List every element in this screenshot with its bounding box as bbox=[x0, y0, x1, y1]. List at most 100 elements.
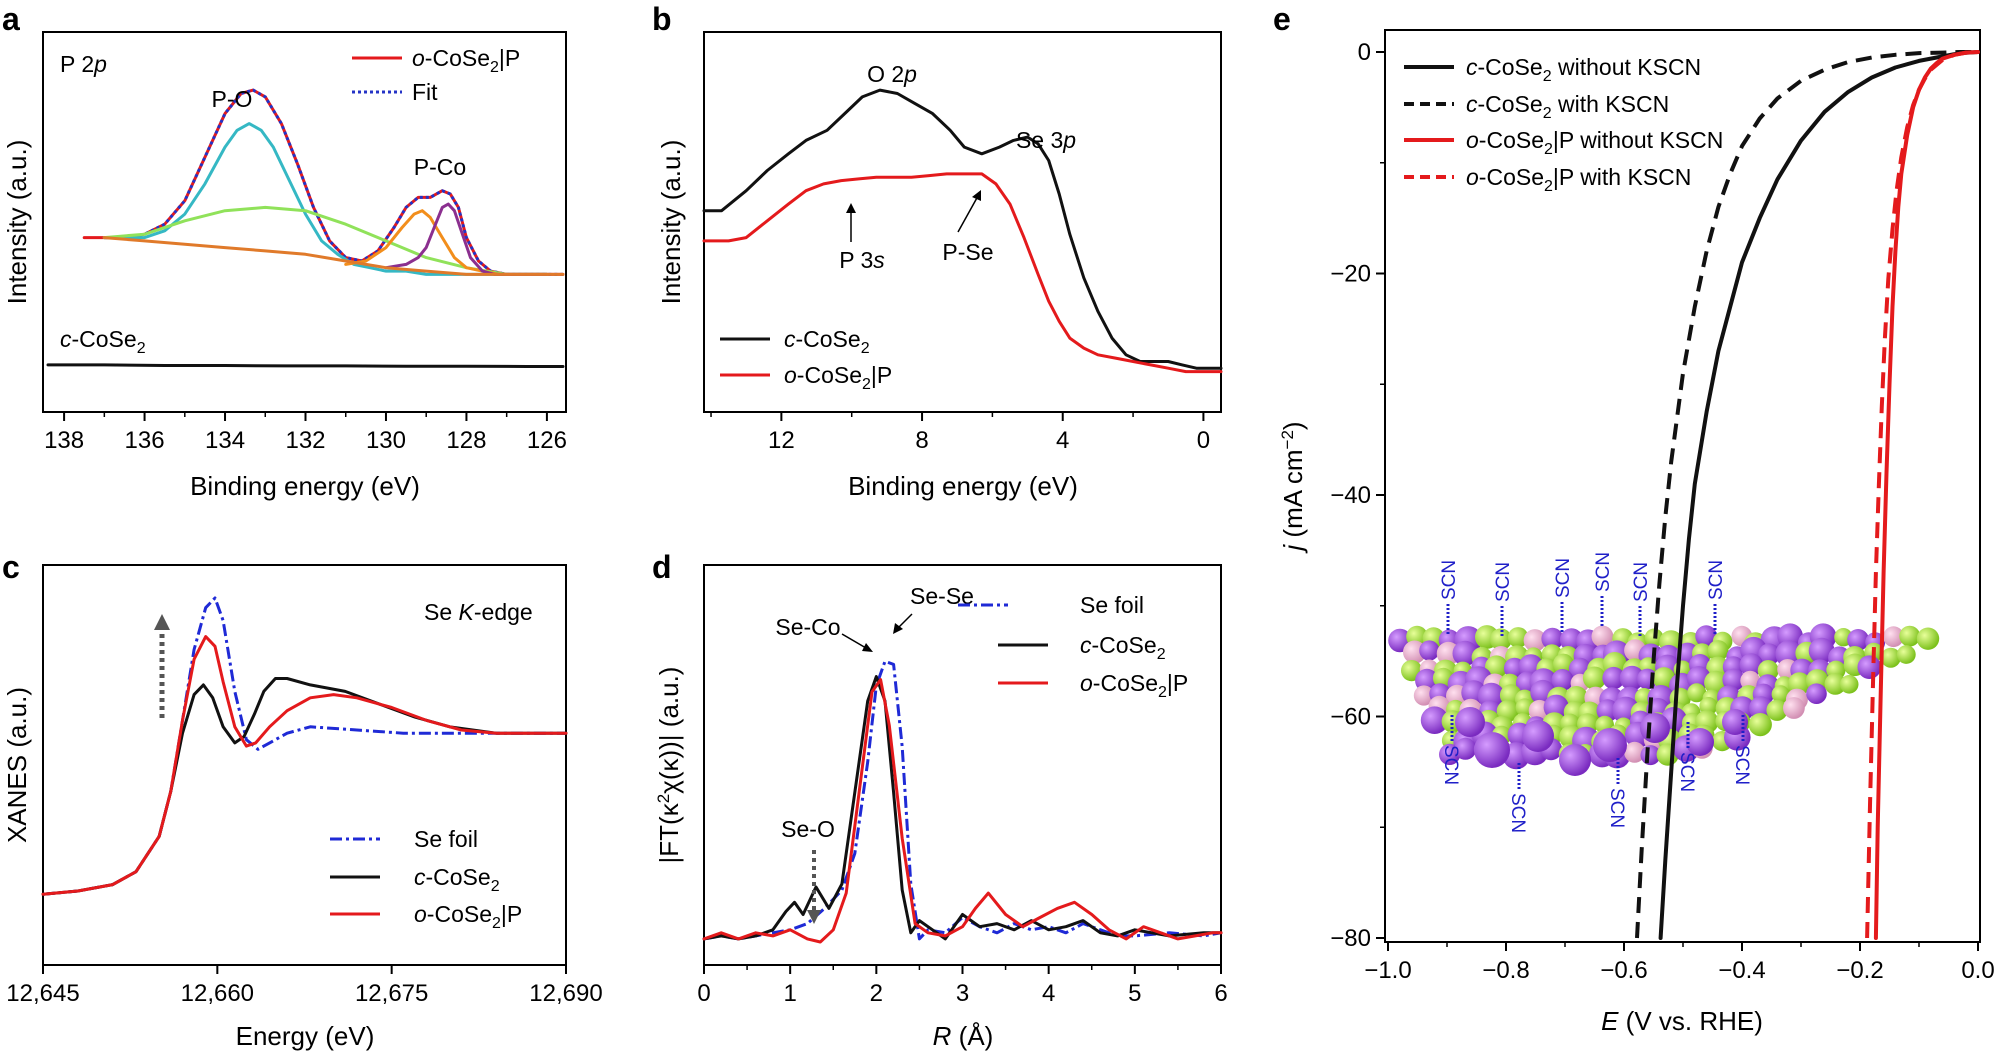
crystal-atom bbox=[1454, 737, 1477, 760]
crystal-atom bbox=[1551, 669, 1574, 691]
crystal-atom bbox=[1619, 665, 1645, 691]
crystal-atom bbox=[1419, 640, 1440, 661]
scn-label: SCN bbox=[1606, 788, 1627, 828]
legend-label-o-cose2p: o-CoSe2|P bbox=[412, 45, 520, 76]
legend-label-se-foil: Se foil bbox=[1080, 592, 1144, 618]
crystal-atom bbox=[1489, 628, 1512, 651]
peak-label-se-3p: Se 3p bbox=[1016, 127, 1076, 153]
x-tick-label: 0 bbox=[1197, 427, 1210, 454]
panel-letter-b: b bbox=[652, 1, 672, 37]
crystal-atom bbox=[1455, 707, 1485, 737]
crystal-atom bbox=[1413, 685, 1434, 706]
y-axis-title-b: Intensity (a.u.) bbox=[656, 140, 686, 305]
panel-letter-a: a bbox=[2, 1, 20, 37]
series-c-cose2-a bbox=[46, 363, 565, 368]
scn-label: SCN bbox=[1676, 752, 1697, 792]
panel-a: a 138 136 134 132 130 128 126 P 2p P-O P-Co c-… bbox=[2, 1, 567, 501]
plot-frame-b bbox=[703, 31, 1222, 413]
crystal-atom bbox=[1766, 699, 1788, 721]
crystal-atom bbox=[1452, 640, 1478, 667]
scn-label: SCN bbox=[1731, 745, 1752, 785]
crystal-atom bbox=[1771, 685, 1790, 704]
x-tick-label: 134 bbox=[205, 427, 245, 454]
panel-e: e −1.0 −0.8 −0.6 −0.4 −0.2 0.0 0 −20 −40 −60 −80 S… bbox=[1273, 1, 1995, 1036]
x-tick-label: 12,675 bbox=[355, 980, 428, 1007]
x-ticks-d: 0 1 2 3 4 5 6 bbox=[697, 965, 1228, 1007]
x-tick-label: 1 bbox=[783, 980, 796, 1007]
panel-letter-c: c bbox=[2, 549, 20, 585]
series-o-cose2-p-a bbox=[82, 88, 565, 276]
crystal-atom bbox=[1739, 653, 1764, 677]
peak-label-p-co: P-Co bbox=[414, 154, 466, 180]
x-tick-label: 12,645 bbox=[6, 980, 79, 1007]
x-tick-label: −0.6 bbox=[1600, 957, 1647, 984]
series-o-cose2-p-c bbox=[41, 635, 568, 896]
y-tick-label: −80 bbox=[1330, 925, 1371, 952]
scn-label: SCN bbox=[1439, 560, 1460, 600]
crystal-atom bbox=[1808, 637, 1835, 664]
y-tick-label: −60 bbox=[1330, 704, 1371, 731]
peak-arrow-se-se bbox=[893, 613, 913, 634]
legend-label-o-cose2p: o-CoSe2|P bbox=[1080, 670, 1188, 701]
crystal-atom bbox=[1485, 655, 1508, 679]
peak-label-p-3s: P 3s bbox=[839, 247, 885, 273]
crystal-atom bbox=[1686, 728, 1714, 756]
plot-area-c bbox=[41, 596, 568, 896]
crystal-atom bbox=[1624, 741, 1646, 763]
x-tick-label: 0.0 bbox=[1961, 957, 1994, 984]
x-ticks-c: 12,645 12,660 12,675 12,690 bbox=[6, 965, 603, 1007]
series-c-cose2-d bbox=[702, 675, 1223, 941]
legend-c: Se foil c-CoSe2 o-CoSe2|P bbox=[330, 826, 522, 932]
crystal-atom bbox=[1880, 647, 1901, 668]
panel-c: c 12,645 12,660 12,675 12,690 Se K-edge Se … bbox=[2, 549, 603, 1051]
peak-label-se-o: Se-O bbox=[781, 816, 835, 842]
crystal-atom bbox=[1916, 627, 1940, 650]
edge-title-c: Se K-edge bbox=[424, 599, 533, 625]
panel-b: b 12 8 4 0 O 2p Se 3p P 3s P-Se c-CoSe2 o-C… bbox=[652, 1, 1223, 501]
y-axis-title-e: j (mA cm−2) bbox=[1278, 421, 1308, 553]
series-o-cose2-p-without-kscn-e bbox=[1873, 50, 1980, 940]
y-axis-title-c: XANES (a.u.) bbox=[2, 687, 32, 843]
y-tick-label: −20 bbox=[1330, 261, 1371, 288]
series-c-cose2-with-kscn-e bbox=[1635, 50, 1978, 939]
legend-a: o-CoSe2|P Fit bbox=[352, 45, 520, 105]
crystal-atom bbox=[1748, 713, 1772, 737]
x-tick-label: 138 bbox=[44, 427, 84, 454]
crystal-atoms bbox=[1388, 623, 1940, 776]
legend-label-c-cose2-with-kscn: c-CoSe2 with KSCN bbox=[1466, 91, 1669, 122]
crystal-atom bbox=[1847, 629, 1869, 651]
x-tick-label: 128 bbox=[446, 427, 486, 454]
peak-arrow-se-co bbox=[841, 633, 873, 652]
scn-label: SCN bbox=[1553, 558, 1574, 598]
series-o-cose2-p-b bbox=[702, 172, 1223, 374]
x-tick-label: 130 bbox=[366, 427, 406, 454]
x-tick-label: 136 bbox=[125, 427, 165, 454]
x-axis-title-c: Energy (eV) bbox=[236, 1021, 375, 1051]
scn-label: SCN bbox=[1440, 745, 1461, 785]
legend-label-se-foil: Se foil bbox=[414, 826, 478, 852]
series-se-foil-d bbox=[703, 659, 1222, 941]
legend-e: c-CoSe2 without KSCN c-CoSe2 with KSCN o… bbox=[1404, 54, 1723, 195]
crystal-atom bbox=[1559, 744, 1591, 776]
x-tick-label: 12 bbox=[768, 427, 795, 454]
x-tick-label: 5 bbox=[1128, 980, 1141, 1007]
plot-area-d bbox=[702, 659, 1223, 944]
crystal-atom bbox=[1523, 629, 1547, 652]
plot-frame-a bbox=[42, 31, 567, 413]
crystal-atom bbox=[1707, 640, 1729, 661]
crystal-atom bbox=[1687, 683, 1707, 703]
crystal-atom bbox=[1593, 728, 1627, 762]
legend-label-o-cose2p: o-CoSe2|P bbox=[784, 362, 892, 393]
x-tick-label: 3 bbox=[956, 980, 969, 1007]
y-axis-title-d: |FT(κ2χ(κ))| (a.u.) bbox=[654, 667, 684, 864]
crystal-atom bbox=[1420, 706, 1449, 734]
scn-label: SCN bbox=[1631, 562, 1652, 602]
x-tick-label: 4 bbox=[1042, 980, 1055, 1007]
x-tick-label: 8 bbox=[915, 427, 928, 454]
x-tick-label: −0.2 bbox=[1836, 957, 1883, 984]
x-axis-title-d: R (Å) bbox=[933, 1021, 994, 1051]
scn-label: SCN bbox=[1706, 560, 1727, 600]
peak-arrow-p-3s bbox=[846, 203, 856, 242]
plot-area-a bbox=[46, 88, 565, 368]
